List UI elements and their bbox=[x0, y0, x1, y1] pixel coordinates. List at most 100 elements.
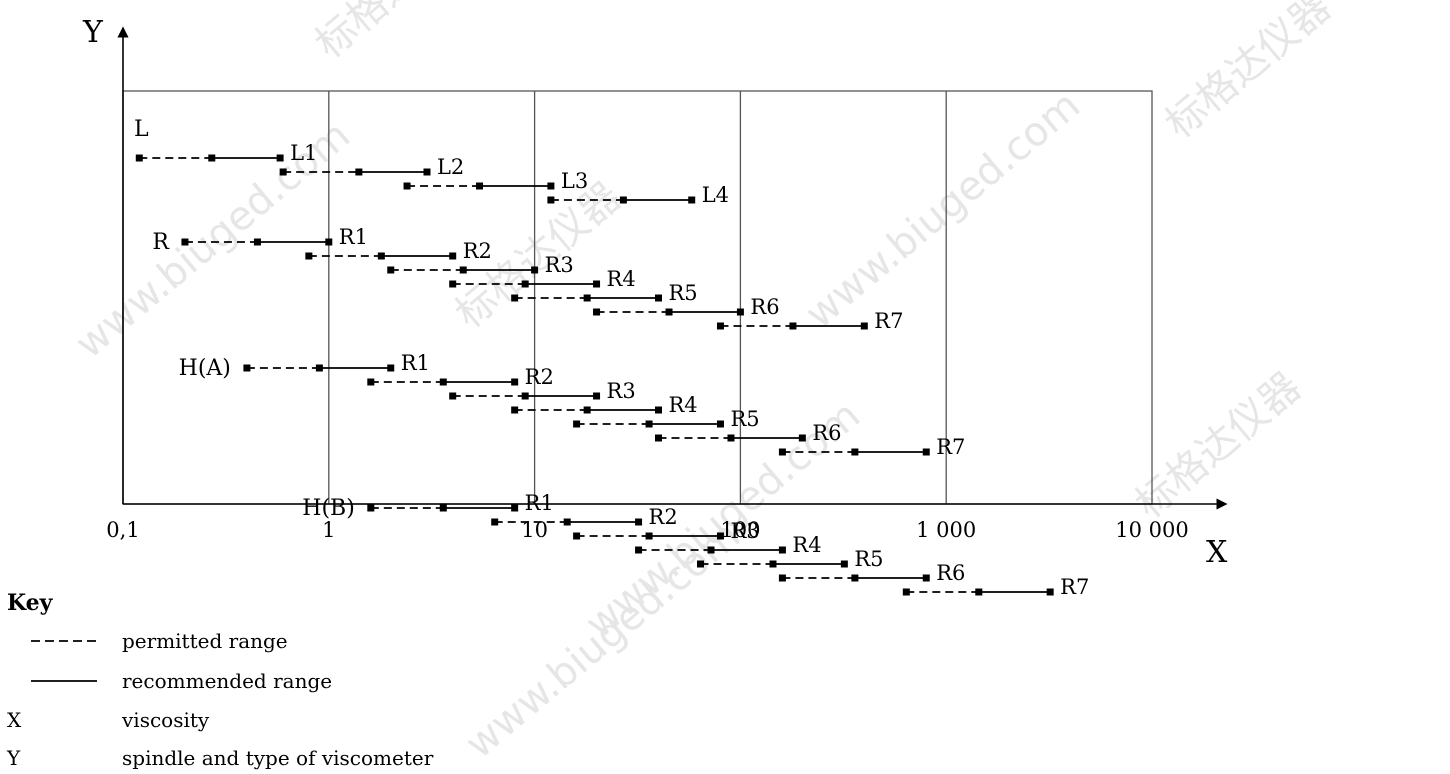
spindle-range-H(A)-R6: R6 bbox=[655, 421, 842, 445]
range-endpoint-marker bbox=[563, 518, 571, 526]
spindle-range-R-R3: R3 bbox=[387, 253, 574, 277]
range-endpoint-marker bbox=[459, 266, 467, 274]
x-tick-label: 1 bbox=[322, 518, 335, 542]
range-endpoint-marker bbox=[476, 182, 484, 190]
range-endpoint-marker bbox=[276, 154, 284, 162]
range-endpoint-marker bbox=[707, 546, 715, 554]
range-endpoint-marker bbox=[511, 504, 519, 512]
range-endpoint-marker bbox=[665, 308, 673, 316]
range-endpoint-marker bbox=[573, 532, 581, 540]
range-endpoint-marker bbox=[403, 182, 411, 190]
spindle-range-H(A)-R7: R7 bbox=[778, 435, 965, 459]
spindle-label: L2 bbox=[437, 155, 464, 179]
spindle-label: R1 bbox=[525, 491, 554, 515]
spindle-range-R-R1: R1 bbox=[181, 225, 368, 249]
spindle-label: R4 bbox=[669, 393, 698, 417]
range-endpoint-marker bbox=[511, 294, 519, 302]
range-endpoint-marker bbox=[449, 392, 457, 400]
spindle-label: R7 bbox=[1060, 575, 1089, 599]
range-endpoint-marker bbox=[387, 266, 395, 274]
watermark-text: 标格达仪器 bbox=[1127, 364, 1310, 528]
spindle-label: R3 bbox=[607, 379, 636, 403]
spindle-range-R-R5: R5 bbox=[511, 281, 698, 305]
x-tick-label: 1 000 bbox=[916, 518, 976, 542]
spindle-label: R6 bbox=[812, 421, 841, 445]
range-endpoint-marker bbox=[439, 504, 447, 512]
range-endpoint-marker bbox=[593, 280, 601, 288]
spindle-range-H(A)-R5: R5 bbox=[573, 407, 760, 431]
range-endpoint-marker bbox=[716, 322, 724, 330]
spindle-range-H(A)-R3: R3 bbox=[449, 379, 636, 403]
x-tick-labels: 0,1 1 10 100 1 000 10 000 bbox=[106, 518, 1188, 542]
watermark-text: www.biuged.com bbox=[797, 82, 1089, 337]
spindle-label: R3 bbox=[545, 253, 574, 277]
watermark-text: 标格达仪器 bbox=[1157, 0, 1340, 148]
range-endpoint-marker bbox=[367, 504, 375, 512]
group-label: R bbox=[152, 230, 170, 255]
range-endpoint-marker bbox=[655, 294, 663, 302]
spindle-range-H(B)-R6: R6 bbox=[778, 561, 965, 585]
range-endpoint-marker bbox=[688, 196, 696, 204]
range-endpoint-marker bbox=[208, 154, 216, 162]
spindle-range-series: L1 L L2 L3 L4 R1 R R2 R3 R4 R5 R6 R7 R1 H(A) R2 R3 R4 R5 R6… bbox=[134, 117, 1089, 599]
range-endpoint-marker bbox=[279, 168, 287, 176]
range-endpoint-marker bbox=[423, 168, 431, 176]
range-endpoint-marker bbox=[253, 238, 261, 246]
spindle-label: R2 bbox=[463, 239, 492, 263]
range-endpoint-marker bbox=[778, 448, 786, 456]
range-endpoint-marker bbox=[619, 196, 627, 204]
spindle-label: R5 bbox=[730, 407, 759, 431]
range-endpoint-marker bbox=[789, 322, 797, 330]
spindle-label: R2 bbox=[525, 365, 554, 389]
x-tick-label: 10 000 bbox=[1115, 518, 1188, 542]
spindle-range-H(B)-R3: R3 bbox=[573, 519, 760, 543]
range-endpoint-marker bbox=[922, 574, 930, 582]
spindle-range-R-R6: R6 bbox=[593, 295, 780, 319]
spindle-range-L-L3: L3 bbox=[403, 169, 588, 193]
spindle-label: R5 bbox=[854, 547, 883, 571]
range-endpoint-marker bbox=[1046, 588, 1054, 596]
key-symbol-x: X bbox=[7, 708, 22, 732]
key-item-recommended: recommended range bbox=[122, 669, 332, 693]
range-endpoint-marker bbox=[531, 266, 539, 274]
spindle-range-H(B)-R2: R2 bbox=[491, 505, 678, 529]
spindle-label: R6 bbox=[750, 295, 779, 319]
range-endpoint-marker bbox=[922, 448, 930, 456]
spindle-range-L-L2: L2 bbox=[279, 155, 464, 179]
range-endpoint-marker bbox=[851, 574, 859, 582]
range-endpoint-marker bbox=[449, 252, 457, 260]
range-endpoint-marker bbox=[655, 434, 663, 442]
spindle-label: L3 bbox=[561, 169, 588, 193]
range-endpoint-marker bbox=[521, 280, 529, 288]
key-item-spindle: spindle and type of viscometer bbox=[122, 746, 434, 770]
spindle-label: R1 bbox=[401, 351, 430, 375]
range-endpoint-marker bbox=[902, 588, 910, 596]
range-endpoint-marker bbox=[697, 560, 705, 568]
spindle-range-H(B)-R4: R4 bbox=[635, 533, 822, 557]
watermark-text: 标格达仪器 bbox=[307, 0, 490, 68]
range-endpoint-marker bbox=[491, 518, 499, 526]
spindle-range-H(B)-R5: R5 bbox=[697, 547, 884, 571]
range-endpoint-marker bbox=[593, 392, 601, 400]
range-endpoint-marker bbox=[181, 238, 189, 246]
group-label: L bbox=[134, 117, 149, 142]
range-endpoint-marker bbox=[521, 392, 529, 400]
spindle-label: L1 bbox=[290, 141, 317, 165]
range-endpoint-marker bbox=[975, 588, 983, 596]
group-label: H(A) bbox=[179, 356, 231, 381]
spindle-range-H(A)-R4: R4 bbox=[511, 393, 698, 417]
range-endpoint-marker bbox=[635, 546, 643, 554]
range-endpoint-marker bbox=[778, 574, 786, 582]
range-endpoint-marker bbox=[387, 364, 395, 372]
range-endpoint-marker bbox=[860, 322, 868, 330]
key: Key permitted range recommended range X … bbox=[6, 590, 434, 770]
spindle-label: R3 bbox=[730, 519, 759, 543]
spindle-range-R-R2: R2 bbox=[305, 239, 492, 263]
range-endpoint-marker bbox=[645, 532, 653, 540]
spindle-range-R-R4: R4 bbox=[449, 267, 636, 291]
range-endpoint-marker bbox=[593, 308, 601, 316]
spindle-range-L-L4: L4 bbox=[547, 183, 729, 207]
range-endpoint-marker bbox=[778, 546, 786, 554]
spindle-range-H(A)-R2: R2 bbox=[367, 365, 554, 389]
